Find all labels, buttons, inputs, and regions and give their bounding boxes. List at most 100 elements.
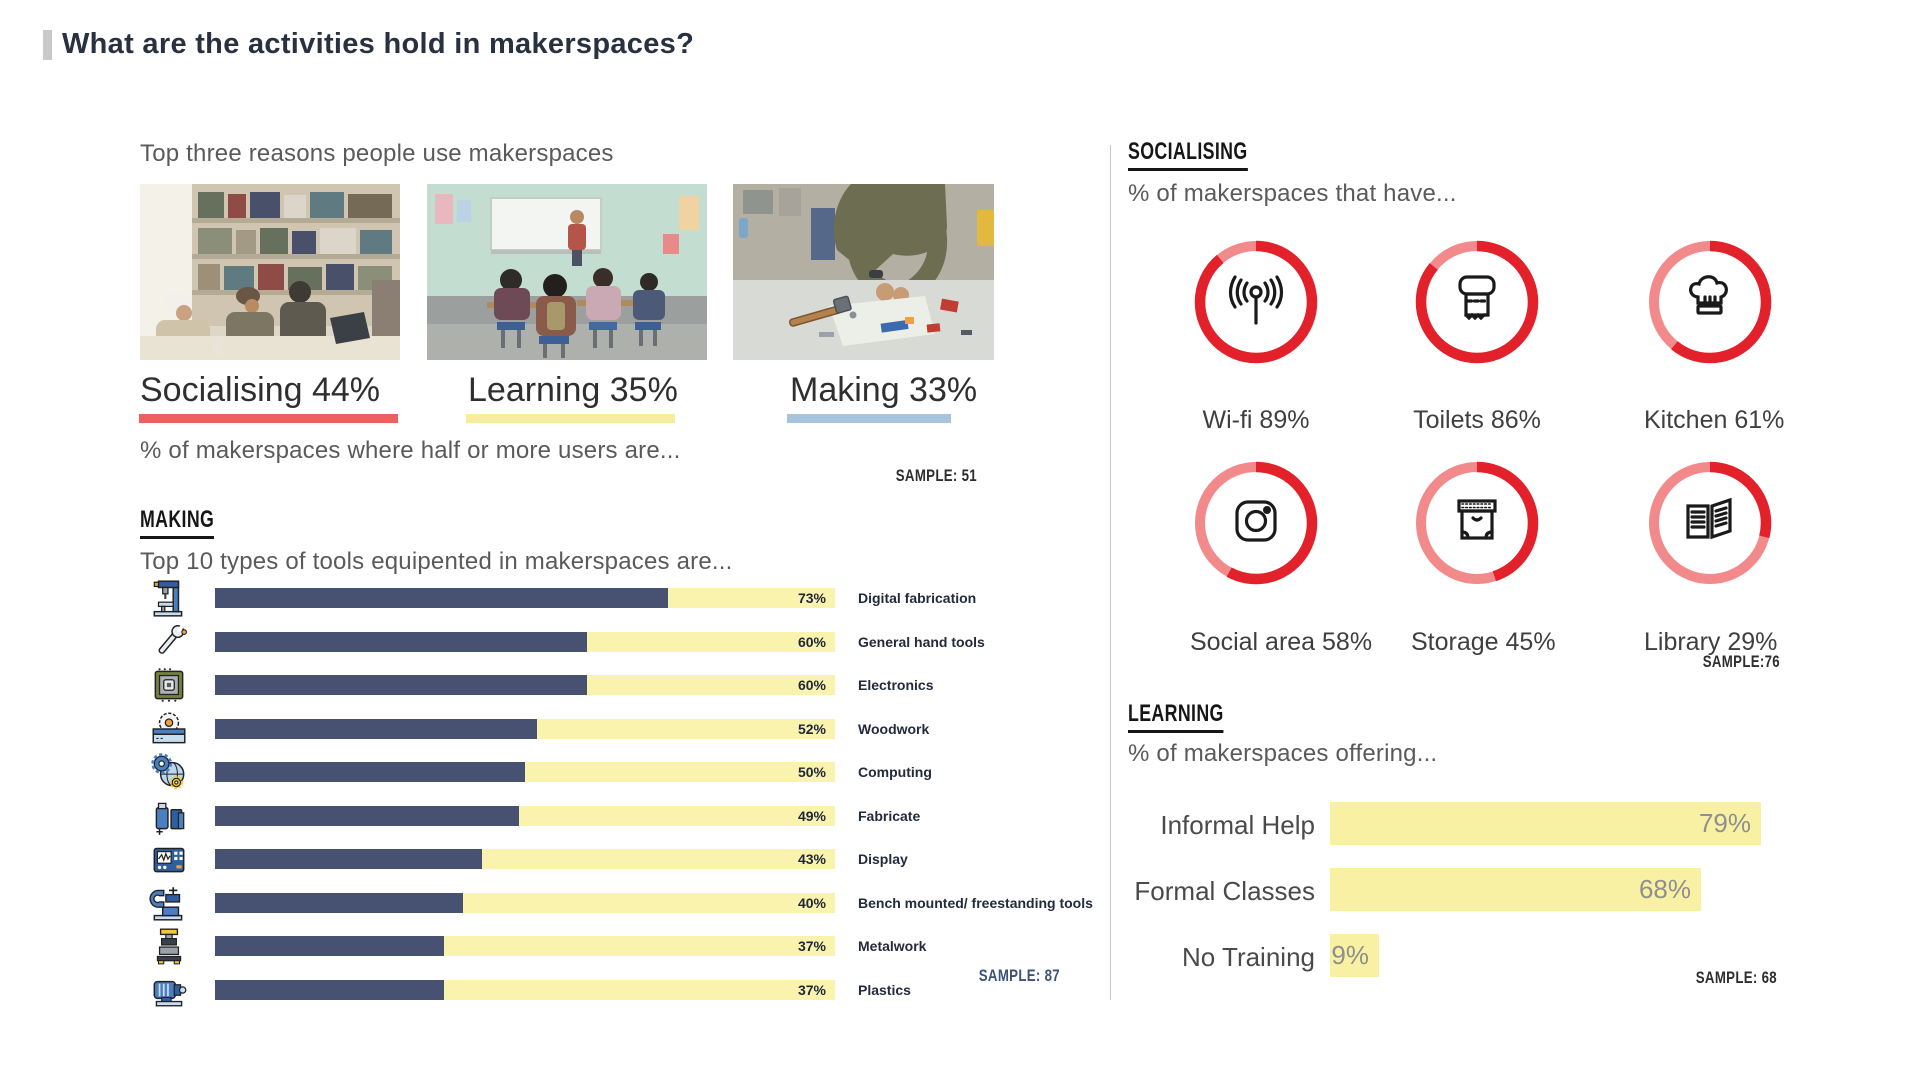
making-bar-track: 40%: [215, 892, 835, 913]
making-bar-fill: [215, 588, 668, 608]
making-bar-fill: [215, 936, 445, 956]
making-bar-pct: 60%: [797, 677, 826, 693]
socialising-header: SOCIALISING: [1128, 138, 1248, 171]
making-row: 37% Metalwork: [140, 925, 1090, 967]
making-bar-label: Plastics: [858, 981, 911, 998]
ring-gauge: [1194, 461, 1318, 585]
making-bar-pct: 60%: [797, 633, 826, 650]
making-row: 49% Fabricate: [140, 795, 1090, 837]
ring-label: Toilets 86%: [1413, 406, 1541, 434]
camera-icon: [1235, 500, 1277, 542]
learning-bar-informal-help: 79%: [1330, 802, 1761, 845]
learning-bar-formal-classes: 68%: [1330, 868, 1701, 911]
toilet-paper-icon: [1458, 275, 1496, 321]
making-bar-track: 73%: [215, 588, 835, 608]
motor-icon: [153, 980, 187, 1006]
making-bar-pct: 37%: [797, 981, 826, 998]
making-bar-track: 52%: [215, 718, 835, 739]
table-saw-icon: [152, 712, 186, 743]
making-bar-fill: [215, 718, 538, 739]
making-bar-label: Bench mounted/ freestanding tools: [858, 894, 1093, 911]
workbench-photo: [733, 184, 994, 360]
making-bar-track: 60%: [215, 675, 835, 695]
ring-gauge: [1648, 240, 1772, 364]
making-bar-label: Woodwork: [858, 720, 930, 737]
reasons-sample: SAMPLE: 51: [895, 466, 977, 485]
wrench-icon: [158, 624, 187, 654]
bench-vise-icon: [149, 886, 183, 921]
reason-underline-making: [787, 414, 951, 423]
making-row: 40% Bench mounted/ freestanding tools: [140, 882, 1093, 924]
ring-gauge: [1648, 461, 1772, 585]
learning-pct-no-training: 9%: [1331, 940, 1369, 970]
making-row: 73% Digital fabrication: [140, 577, 1090, 619]
oscilloscope-icon: [153, 847, 185, 873]
photo-making: [733, 184, 994, 360]
making-bar-fill: [215, 979, 445, 1000]
learning-label-formal-classes: Formal Classes: [1134, 876, 1315, 906]
making-row: 60% General hand tools: [140, 621, 1090, 663]
making-bar-fill: [215, 849, 482, 869]
learning-label-informal-help: Informal Help: [1160, 810, 1315, 840]
socialising-ring-item: Library 29%: [1644, 457, 1777, 656]
learning-subtitle: % of makerspaces offering...: [1128, 740, 1438, 767]
making-bar-track: 37%: [215, 936, 835, 956]
making-bar-track: 60%: [215, 631, 835, 652]
ring-label: Storage 45%: [1411, 628, 1556, 656]
making-row: 60% Electronics: [140, 664, 1090, 706]
ring-gauge: [1415, 461, 1539, 585]
canisters-icon: [155, 802, 185, 835]
making-bar-label: Digital fabrication: [858, 590, 977, 606]
making-bar-pct: 50%: [797, 764, 826, 780]
photo-socialising: [140, 184, 400, 360]
socialising-ring-item: Kitchen 61%: [1644, 236, 1784, 434]
open-book-icon: [1686, 497, 1732, 540]
learning-pct-informal-help: 79%: [1698, 808, 1751, 838]
making-bar-label: Computing: [858, 764, 932, 780]
library-social-photo: [140, 184, 400, 360]
photo-learning: [427, 184, 707, 360]
learning-section-header: LEARNING: [1128, 700, 1257, 733]
making-bar-pct: 73%: [797, 590, 826, 606]
press-machine-icon: [156, 928, 182, 965]
column-divider: [1110, 145, 1111, 1000]
reason-label-making: Making 33%: [790, 371, 978, 409]
making-bar-label: Display: [858, 851, 908, 867]
learning-sample: SAMPLE: 68: [1695, 968, 1777, 987]
circuit-chip-icon: [154, 668, 184, 702]
ring-gauge: [1415, 240, 1539, 364]
ring-label: Library 29%: [1644, 628, 1778, 656]
learning-pct-formal-classes: 68%: [1638, 874, 1691, 904]
socialising-ring-item: Wi-fi 89%: [1190, 236, 1322, 434]
making-bar-track: 49%: [215, 805, 835, 826]
storage-box-icon: [1457, 499, 1497, 540]
making-bar-track: 50%: [215, 762, 835, 782]
gears-globe-icon: [151, 753, 185, 790]
reason-label-socialising: Socialising 44%: [140, 371, 381, 409]
classroom-photo: [427, 184, 707, 360]
reason-underline-learning: [466, 414, 675, 423]
making-row: 43% Display: [140, 838, 1090, 880]
learning-bar-no-training: 9%: [1330, 934, 1379, 977]
learning-label-no-training: No Training: [1182, 942, 1315, 972]
socialising-ring-item: Toilets 86%: [1411, 236, 1543, 434]
ring-gauge: [1194, 240, 1318, 364]
making-bar-pct: 43%: [797, 851, 826, 867]
ring-label: Kitchen 61%: [1644, 406, 1785, 434]
learning-header: LEARNING: [1128, 700, 1224, 733]
reasons-caption: % of makerspaces where half or more user…: [140, 437, 681, 464]
socialising-ring-item: Social area 58%: [1190, 457, 1372, 656]
ring-label: Social area 58%: [1190, 628, 1373, 656]
socialising-ring-item: Storage 45%: [1411, 457, 1556, 656]
making-bar-track: 43%: [215, 849, 835, 869]
making-bar-fill: [215, 762, 525, 782]
making-bar-fill: [215, 892, 463, 913]
socialising-sample: SAMPLE:76: [1702, 652, 1780, 671]
title-accent-block: [43, 29, 52, 60]
making-row: 37% Plastics: [140, 969, 1090, 1011]
making-section-header: MAKING: [140, 506, 240, 539]
making-subtitle: Top 10 types of tools equipented in make…: [140, 548, 733, 575]
making-bar-fill: [215, 631, 587, 652]
socialising-section-header: SOCIALISING: [1128, 138, 1290, 171]
making-bar-label: Electronics: [858, 677, 934, 693]
